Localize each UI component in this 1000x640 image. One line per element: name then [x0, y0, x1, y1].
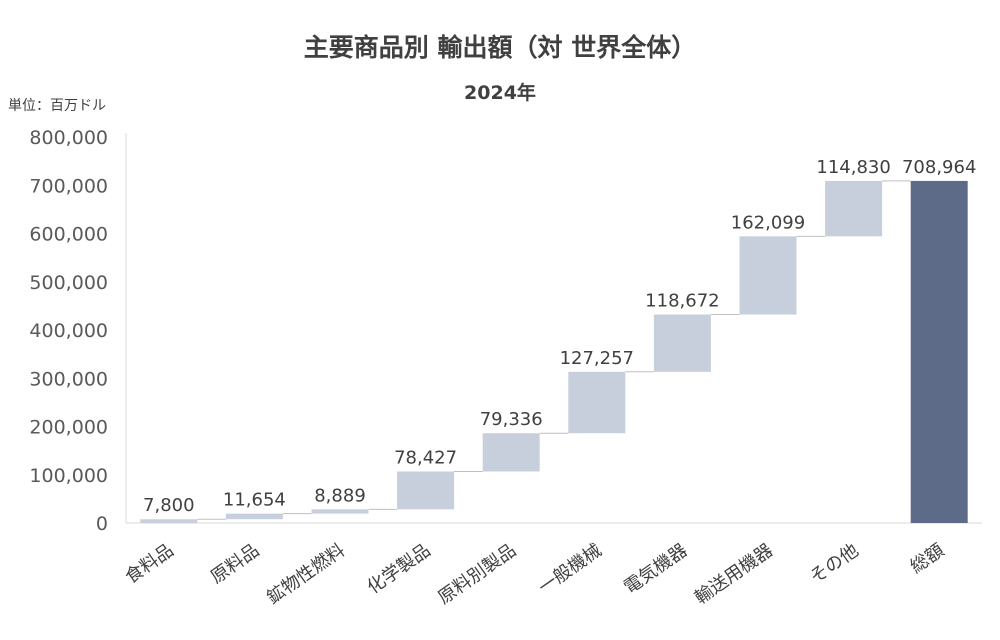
category-label: 電気機器 — [620, 540, 691, 598]
y-tick-label: 400,000 — [29, 320, 108, 342]
waterfall-bar — [739, 236, 797, 315]
waterfall-bar — [311, 509, 369, 514]
data-label: 162,099 — [731, 212, 805, 233]
total-bar — [910, 180, 968, 523]
unit-label: 単位：百万ドル — [8, 98, 106, 114]
data-label: 79,336 — [480, 409, 543, 430]
category-label: 鉱物性燃料 — [263, 540, 349, 609]
y-tick-label: 300,000 — [29, 368, 108, 390]
chart-title: 主要商品別 輸出額（対 世界全体） — [303, 33, 697, 62]
waterfall-bar — [568, 371, 626, 434]
waterfall-bar — [653, 314, 711, 372]
category-label: 原料別製品 — [434, 540, 520, 609]
data-label: 11,654 — [223, 490, 286, 511]
data-label: 127,257 — [560, 348, 634, 369]
y-tick-label: 200,000 — [29, 417, 108, 439]
data-label: 78,427 — [394, 447, 457, 468]
waterfall-bar — [225, 513, 283, 520]
y-tick-label: 700,000 — [29, 175, 108, 197]
waterfall-bar — [825, 180, 883, 237]
data-label: 7,800 — [143, 495, 195, 516]
y-tick-label: 100,000 — [29, 465, 108, 487]
y-tick-label: 500,000 — [29, 272, 108, 294]
waterfall-bar — [140, 519, 198, 523]
y-tick-label: 800,000 — [29, 127, 108, 149]
y-tick-label: 0 — [96, 513, 108, 535]
category-label: その他 — [806, 540, 862, 588]
data-label: 8,889 — [314, 485, 366, 506]
category-label: 食料品 — [121, 540, 177, 588]
y-tick-label: 600,000 — [29, 224, 108, 246]
chart-subtitle: 2024年 — [464, 82, 536, 104]
category-label: 原料品 — [207, 540, 263, 588]
category-label: 総額 — [907, 540, 949, 578]
data-label: 708,964 — [902, 157, 976, 178]
waterfall-bar — [482, 433, 540, 472]
category-label: 輸送用機器 — [691, 540, 777, 609]
category-label: 一般機械 — [535, 540, 606, 598]
category-label: 化学製品 — [363, 540, 434, 598]
data-label: 118,672 — [645, 291, 719, 312]
data-label: 114,830 — [816, 157, 890, 178]
waterfall-bar — [397, 471, 455, 510]
